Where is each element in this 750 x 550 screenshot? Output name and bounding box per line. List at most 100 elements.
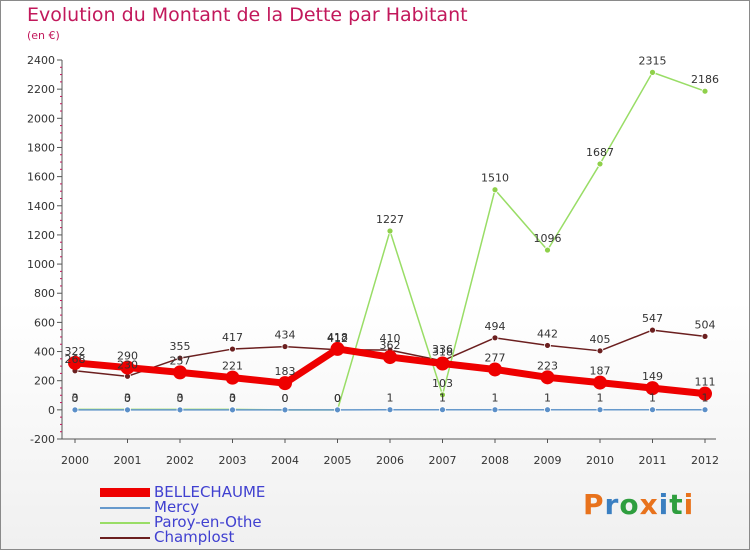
data-label-champlost: 336 [432, 343, 453, 356]
data-label-champlost: 230 [117, 358, 138, 371]
data-label-champlost: 412 [327, 332, 348, 345]
data-point-bellechaume [330, 341, 345, 356]
x-tick-label: 2008 [481, 454, 509, 467]
data-point-paroy-en-othe [439, 391, 446, 399]
data-point-mercy [386, 406, 394, 414]
data-point-bellechaume [488, 362, 502, 377]
data-label-bellechaume: 221 [222, 360, 243, 373]
x-tick-label: 2006 [376, 454, 404, 467]
data-point-paroy-en-othe [649, 68, 656, 76]
data-label-paroy-en-othe: 2186 [691, 73, 719, 86]
data-label-paroy-en-othe: 2315 [639, 54, 667, 67]
legend-item-champlost: Champlost [100, 530, 265, 545]
data-point-mercy [71, 406, 79, 414]
data-point-mercy [334, 406, 341, 414]
legend-item-bellechaume: BELLECHAUME [100, 485, 265, 500]
y-tick-label: 1800 [27, 141, 55, 154]
data-point-mercy [281, 406, 289, 414]
data-label-bellechaume: 277 [485, 351, 506, 364]
data-label-mercy: 1 [544, 392, 551, 405]
y-tick-label: -200 [30, 433, 55, 446]
data-label-bellechaume: 149 [642, 370, 663, 383]
data-point-mercy [649, 406, 656, 414]
logo-letter: o [619, 488, 640, 521]
data-point-mercy [544, 406, 551, 414]
data-label-champlost: 355 [170, 340, 191, 353]
data-label-mercy: 0 [124, 392, 131, 405]
logo-letter: r [604, 488, 620, 521]
data-point-champlost [491, 334, 499, 342]
data-point-bellechaume [435, 356, 450, 371]
y-tick-label: 2200 [27, 83, 55, 96]
y-tick-label: 400 [34, 346, 55, 359]
data-point-bellechaume [120, 360, 135, 375]
logo-letter: i [658, 488, 670, 521]
data-label-champlost: 434 [275, 329, 296, 342]
data-label-paroy-en-othe: 1687 [586, 146, 614, 159]
data-point-paroy-en-othe [701, 87, 709, 95]
data-label-champlost: 547 [642, 312, 663, 325]
legend-label: Champlost [154, 528, 235, 546]
data-label-mercy: 0 [72, 392, 79, 405]
legend-label: Paroy-en-Othe [154, 513, 262, 531]
x-tick-label: 2011 [639, 454, 667, 467]
data-label-paroy-en-othe: 1227 [376, 213, 404, 226]
data-label-paroy-en-othe: 3 [177, 391, 184, 404]
data-point-bellechaume [540, 370, 555, 385]
legend-item-paroy-en-othe: Paroy-en-Othe [100, 515, 265, 530]
data-point-bellechaume [278, 376, 292, 391]
data-point-bellechaume [383, 350, 397, 365]
data-label-mercy: 1 [492, 392, 499, 405]
data-label-bellechaume: 362 [380, 339, 401, 352]
data-label-mercy: 1 [439, 392, 446, 405]
chart-subtitle: (en €) [27, 29, 60, 42]
data-label-paroy-en-othe: 0 [334, 392, 341, 405]
data-point-mercy [124, 406, 131, 414]
legend-swatch [100, 488, 150, 497]
data-label-mercy: 1 [649, 392, 656, 405]
data-point-bellechaume [698, 386, 712, 401]
data-point-paroy-en-othe [596, 160, 604, 168]
y-tick-label: 200 [34, 375, 55, 388]
data-point-mercy [176, 406, 184, 414]
x-tick-label: 2004 [271, 454, 299, 467]
data-label-bellechaume: 322 [65, 345, 86, 358]
x-tick-label: 2001 [114, 454, 142, 467]
y-tick-label: 0 [48, 404, 55, 417]
data-point-mercy [229, 406, 236, 414]
data-point-bellechaume [593, 375, 607, 390]
data-point-bellechaume [68, 355, 82, 370]
data-label-paroy-en-othe: 3 [124, 391, 131, 404]
x-tick-label: 2007 [429, 454, 457, 467]
x-tick-label: 2012 [691, 454, 719, 467]
legend-swatch [100, 536, 150, 539]
data-label-champlost: 442 [537, 327, 558, 340]
data-point-mercy [439, 406, 446, 414]
logo-letter: t [669, 488, 684, 521]
legend-item-mercy: Mercy [100, 500, 265, 515]
legend-label: BELLECHAUME [154, 483, 266, 501]
legend-swatch [100, 506, 150, 509]
data-label-bellechaume: 290 [117, 350, 138, 363]
y-tick-label: 2000 [27, 112, 55, 125]
logo-letter: x [639, 488, 659, 521]
data-point-mercy [701, 406, 709, 414]
data-point-champlost [176, 354, 184, 362]
data-point-mercy [596, 406, 604, 414]
data-label-paroy-en-othe: 0 [282, 392, 289, 405]
data-label-mercy: 1 [387, 392, 394, 405]
chart-title: Evolution du Montant de la Dette par Hab… [27, 4, 468, 26]
data-label-bellechaume: 418 [327, 331, 348, 344]
data-point-paroy-en-othe [491, 186, 499, 194]
data-point-champlost [229, 345, 236, 353]
data-point-champlost [544, 342, 551, 349]
data-point-champlost [649, 326, 656, 334]
data-point-bellechaume [645, 381, 660, 396]
x-tick-label: 2002 [166, 454, 194, 467]
data-point-paroy-en-othe [544, 246, 551, 254]
data-label-paroy-en-othe: 103 [432, 377, 453, 390]
data-label-champlost: 417 [222, 331, 243, 344]
logo-letter: P [583, 488, 605, 521]
logo-letter: i [683, 488, 695, 521]
legend-swatch [100, 521, 150, 524]
